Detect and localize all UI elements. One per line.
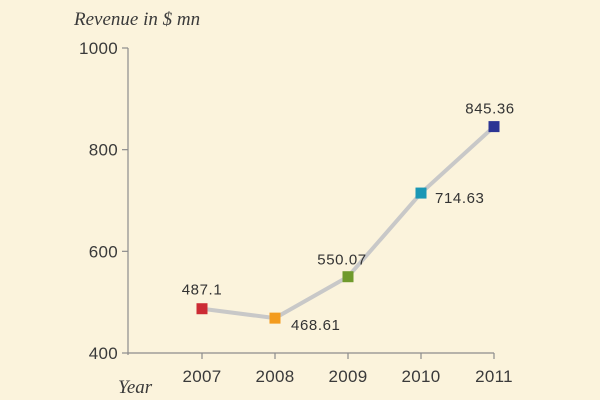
data-markers	[196, 121, 500, 324]
data-value-label: 845.36	[465, 101, 514, 118]
data-point-marker	[488, 121, 500, 133]
data-value-label: 487.1	[182, 282, 223, 299]
x-axis-title: Year	[118, 377, 153, 398]
data-value-label: 550.07	[317, 252, 366, 269]
x-tick-label: 2010	[401, 367, 440, 386]
y-ticks: 400 600 800 1000	[79, 39, 128, 363]
data-point-marker	[196, 303, 208, 315]
x-tick-label: 2007	[182, 367, 221, 386]
series-line	[200, 124, 496, 321]
x-ticks: 2007 2008 2009 2010 2011	[182, 353, 513, 386]
y-axis-title: Revenue in $ mn	[73, 9, 200, 30]
data-point-marker	[269, 312, 281, 324]
data-value-label: 468.61	[291, 317, 340, 334]
y-tick-label: 600	[89, 242, 118, 261]
y-tick-label: 800	[89, 141, 118, 160]
y-tick-label: 1000	[79, 39, 118, 58]
data-value-label: 714.63	[435, 190, 484, 207]
x-tick-label: 2009	[328, 367, 367, 386]
x-tick-label: 2011	[475, 367, 513, 386]
x-tick-label: 2008	[255, 367, 294, 386]
data-point-marker	[415, 187, 427, 199]
data-labels: 487.1 468.61 550.07 714.63 845.36	[182, 101, 514, 335]
y-tick-label: 400	[89, 344, 118, 363]
data-point-marker	[342, 271, 354, 283]
